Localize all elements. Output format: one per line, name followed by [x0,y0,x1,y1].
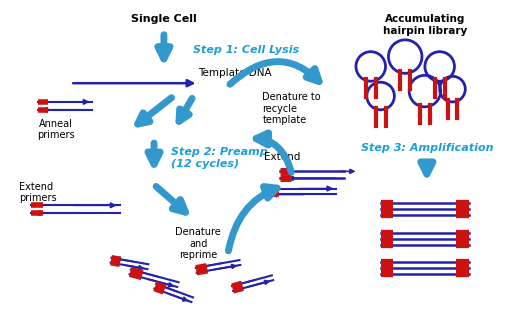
Text: Step 1: Cell Lysis: Step 1: Cell Lysis [193,45,299,55]
Text: Denature
and
reprime: Denature and reprime [175,227,221,260]
Text: Step 2: Preamp
(12 cycles): Step 2: Preamp (12 cycles) [171,147,267,169]
Text: Step 3: Amplification: Step 3: Amplification [360,143,492,153]
Text: Template DNA: Template DNA [198,68,271,78]
Text: Single Cell: Single Cell [131,14,196,24]
Text: Extend: Extend [263,152,300,162]
Text: Extend
primers: Extend primers [19,182,56,203]
Text: Anneal
primers: Anneal primers [37,118,74,140]
Text: Accumulating
hairpin library: Accumulating hairpin library [382,14,466,36]
Text: Denature to
recycle
template: Denature to recycle template [262,92,320,125]
